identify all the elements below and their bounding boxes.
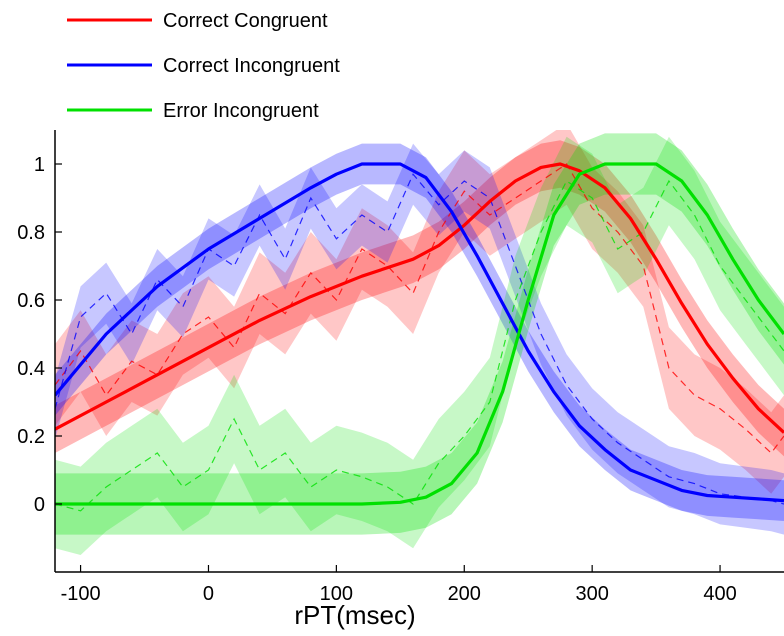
correct-incongruent-fit-band <box>55 143 784 521</box>
error-incongruent-observed-band <box>55 136 784 556</box>
x-tick-label: 0 <box>203 583 214 605</box>
x-tick-label: 200 <box>448 583 481 605</box>
correct-incongruent-observed-line <box>55 173 784 505</box>
y-tick-label: 1 <box>34 154 45 176</box>
error-incongruent-legend-label: Error Incongruent <box>163 100 319 122</box>
confidence-bands <box>55 130 784 556</box>
y-tick-label: 0.6 <box>17 290 45 312</box>
y-tick-label: 0 <box>34 494 45 516</box>
correct-incongruent-legend-label: Correct Incongruent <box>163 55 340 77</box>
correct-incongruent-fit-line <box>55 162 784 503</box>
error-incongruent-fit-band <box>55 133 784 535</box>
correct-incongruent-observed-band <box>55 143 784 535</box>
error-incongruent-observed-line <box>55 179 784 512</box>
correct-congruent-observed-line <box>55 163 784 454</box>
fitted-curves <box>55 162 784 506</box>
legend: Correct Congruent Correct Incongruent Erro… <box>67 10 340 122</box>
axes: 0 0.2 0.4 0.6 0.8 1 -100 0 100 200 300 400 <box>17 130 784 605</box>
y-tick-label: 0.8 <box>17 222 45 244</box>
x-tick-label: 100 <box>320 583 353 605</box>
correct-congruent-fit-line <box>55 162 784 434</box>
x-tick-label: 400 <box>703 583 736 605</box>
y-tick-label: 0.4 <box>17 358 45 380</box>
y-tick-label: 0.2 <box>17 426 45 448</box>
x-axis-title: rPT(msec) <box>294 600 415 630</box>
observed-dashed-lines <box>55 163 784 512</box>
error-incongruent-fit-line <box>55 162 784 506</box>
x-tick-label: 300 <box>575 583 608 605</box>
x-tick-label: -100 <box>61 583 101 605</box>
correct-congruent-observed-band <box>55 130 784 494</box>
correct-congruent-legend-label: Correct Congruent <box>163 10 328 32</box>
